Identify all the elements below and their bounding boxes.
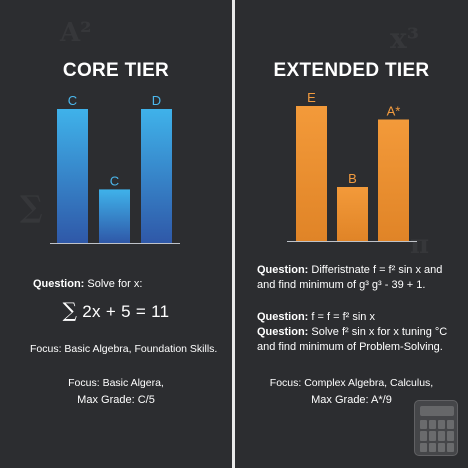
core-question: Question: Solve for x: [0,277,232,292]
calculator-icon [414,400,458,456]
extended-tier-title: EXTENDED TIER [273,60,430,81]
extended-q2-label: Question: [257,311,309,323]
extended-q3-label: Question: [257,326,309,338]
background-decoration: x³ [390,22,419,55]
core-max-grade: Max Grade: C/5 [77,394,155,406]
bar-c [99,189,130,243]
background-decoration: A² [60,18,92,48]
bar-e [296,106,327,241]
core-question-label: Question: [33,278,85,290]
core-tier-chart: C C D [50,93,180,244]
core-equation: ∑ 2x + 5 = 11 [0,298,232,322]
extended-q2-line1: f = f = f² sin x [311,311,375,323]
tier-divider [232,0,235,468]
extended-q1-label: Question: [257,264,309,276]
extended-q3-line1: Solve f² sin x for x tuning °C [311,326,448,338]
background-decoration: π [410,230,430,260]
background-decoration: ∑ [20,190,43,225]
extended-tier-panel: EXTENDED TIER E B A* Question: Differistna… [235,0,468,468]
bar-b [337,187,368,241]
core-tier-title: CORE TIER [62,60,170,81]
bar-label: C [110,173,119,188]
extended-tier-chart: E B A* [287,90,417,242]
bar-label: E [307,90,316,105]
bar-c [57,109,88,243]
extended-question-2: Question: f = f = f² sin x Question: Sol… [235,310,468,355]
extended-max-grade: Max Grade: A*/9 [311,394,392,406]
extended-focus: Focus: Complex Algebra, Calculus, [269,377,434,389]
sigma-symbol: ∑ [62,298,78,322]
bar-label: D [152,93,161,108]
core-question-text: Solve for x: [87,278,143,290]
core-focus-2: Focus: Basic Algera, [68,377,164,389]
bar-d [141,109,172,243]
extended-q1-line1: Differistnate f = f² sin x and [311,264,443,276]
core-focus: Focus: Basic Algebra, Foundation Skills. [30,343,218,355]
extended-question-1: Question: Differistnate f = f² sin x and… [235,263,468,293]
core-equation-text: 2x + 5 = 11 [82,302,170,321]
bar-label: C [68,93,77,108]
bar-label: A* [387,104,401,119]
bar-astar [378,119,409,241]
extended-q3-line2: and find minimum of Problem-Solving. [257,341,443,353]
bar-label: B [348,171,357,186]
extended-q1-line2: and find minimum of g³ g³ - 39 + 1. [257,279,426,291]
core-tier-panel: CORE TIER C C D Question: Solve for x: ∑ 2… [0,0,232,468]
